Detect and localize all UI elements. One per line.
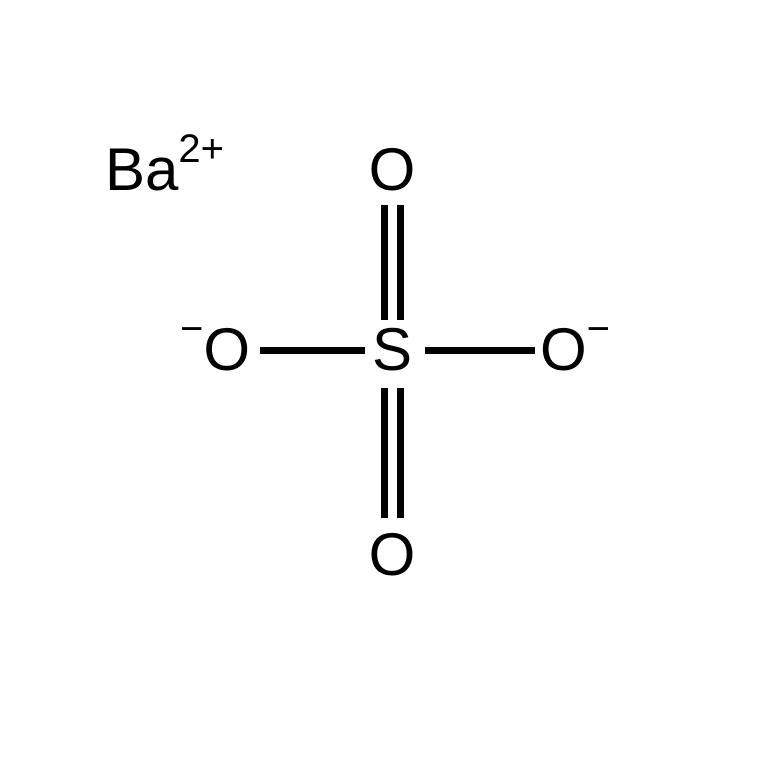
oxygen-left-atom: −O [180,320,250,380]
oxygen-top-symbol: O [369,136,416,203]
bond-S-O_bottom [381,388,388,518]
sulfur-atom: S [372,320,412,380]
bond-S-O_top [381,205,388,320]
oxygen-top-atom: O [369,140,416,200]
barium-charge: 2+ [178,127,224,171]
oxygen-bottom-symbol: O [369,521,416,588]
oxygen-right-atom: O− [540,320,610,380]
bond-S-O_right [425,347,535,354]
bond-S-O_bottom [397,388,404,518]
barium-symbol: Ba [105,136,178,203]
oxygen-right-charge: − [587,307,610,351]
sulfur-symbol: S [372,316,412,383]
bond-S-O_top [397,205,404,320]
bond-S-O_left [260,347,365,354]
oxygen-right-symbol: O [540,316,587,383]
barium-cation: Ba2+ [105,140,224,200]
oxygen-bottom-atom: O [369,525,416,585]
oxygen-left-symbol: O [203,316,250,383]
oxygen-left-charge: − [180,307,203,351]
